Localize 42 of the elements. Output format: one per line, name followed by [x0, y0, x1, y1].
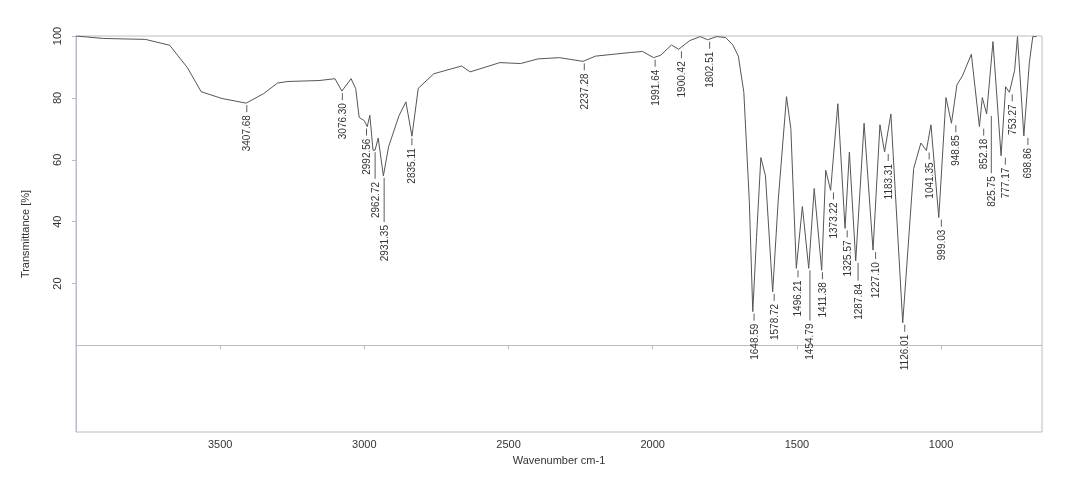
- y-axis-title: Transmittance [%]: [18, 189, 31, 279]
- x-tick-label: 1500: [784, 437, 810, 450]
- x-tick-label: 2000: [640, 437, 665, 450]
- y-tick-label: 80: [50, 91, 63, 104]
- annotation: 1373.22: [827, 201, 839, 239]
- annotation: 1900.42: [675, 60, 687, 98]
- annotation: 2237.28: [578, 72, 590, 110]
- annotation: 1802.51: [704, 51, 716, 88]
- annotation: 1411.38: [816, 281, 828, 318]
- x-tick-label: 2500: [496, 437, 521, 450]
- annotation: 777.17: [999, 167, 1011, 199]
- annotation: 1454.79: [804, 323, 816, 360]
- x-tick-label: 3500: [207, 437, 233, 450]
- annotation: 1325.57: [841, 240, 853, 277]
- annotation: 948.85: [950, 134, 962, 166]
- x-tick-label: 3000: [352, 437, 377, 450]
- annotation: 1991.64: [649, 69, 661, 106]
- annotation: 698.86: [1022, 147, 1034, 179]
- annotation: 852.18: [978, 138, 990, 170]
- y-tick-label: 20: [50, 277, 63, 290]
- annotation: 2992.56: [361, 138, 372, 175]
- annotation: 1183.31: [882, 163, 894, 200]
- annotation: 2931.35: [378, 224, 390, 262]
- annotation: 1496.21: [792, 279, 804, 317]
- annotation: 3076.30: [336, 102, 348, 140]
- annotation: 2962.72: [369, 181, 381, 218]
- y-tick-label: 100: [50, 26, 63, 46]
- annotation: 1126.01: [899, 334, 911, 371]
- y-tick-label: 60: [50, 153, 63, 166]
- annotation: 999.03: [935, 229, 947, 261]
- x-axis-title: Wavenumber cm-1: [512, 453, 606, 466]
- annotation: 1578.72: [768, 303, 780, 341]
- y-tick-label: 40: [50, 215, 63, 228]
- annotation: 2835.11: [406, 147, 418, 184]
- annotation: 3407.68: [241, 114, 253, 152]
- annotation: 1227.10: [870, 261, 882, 299]
- annotation: 825.75: [985, 175, 997, 207]
- x-tick-label: 1000: [928, 437, 954, 450]
- annotation: 753.27: [1006, 103, 1018, 135]
- annotation: 1648.59: [748, 323, 760, 360]
- annotation: 1287.84: [852, 283, 864, 320]
- annotation: 1041.35: [923, 162, 935, 199]
